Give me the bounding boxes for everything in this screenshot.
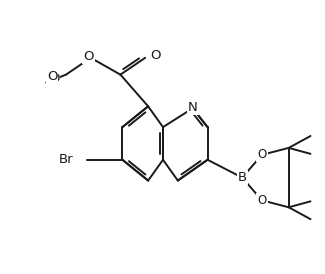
Text: B: B xyxy=(238,171,247,184)
Text: O: O xyxy=(150,49,160,62)
Text: O: O xyxy=(257,148,266,161)
Text: O: O xyxy=(47,70,58,83)
Text: Br: Br xyxy=(58,153,73,166)
Text: O: O xyxy=(49,72,59,85)
Text: O: O xyxy=(84,50,94,63)
Text: O: O xyxy=(257,194,266,207)
Text: N: N xyxy=(188,101,198,114)
